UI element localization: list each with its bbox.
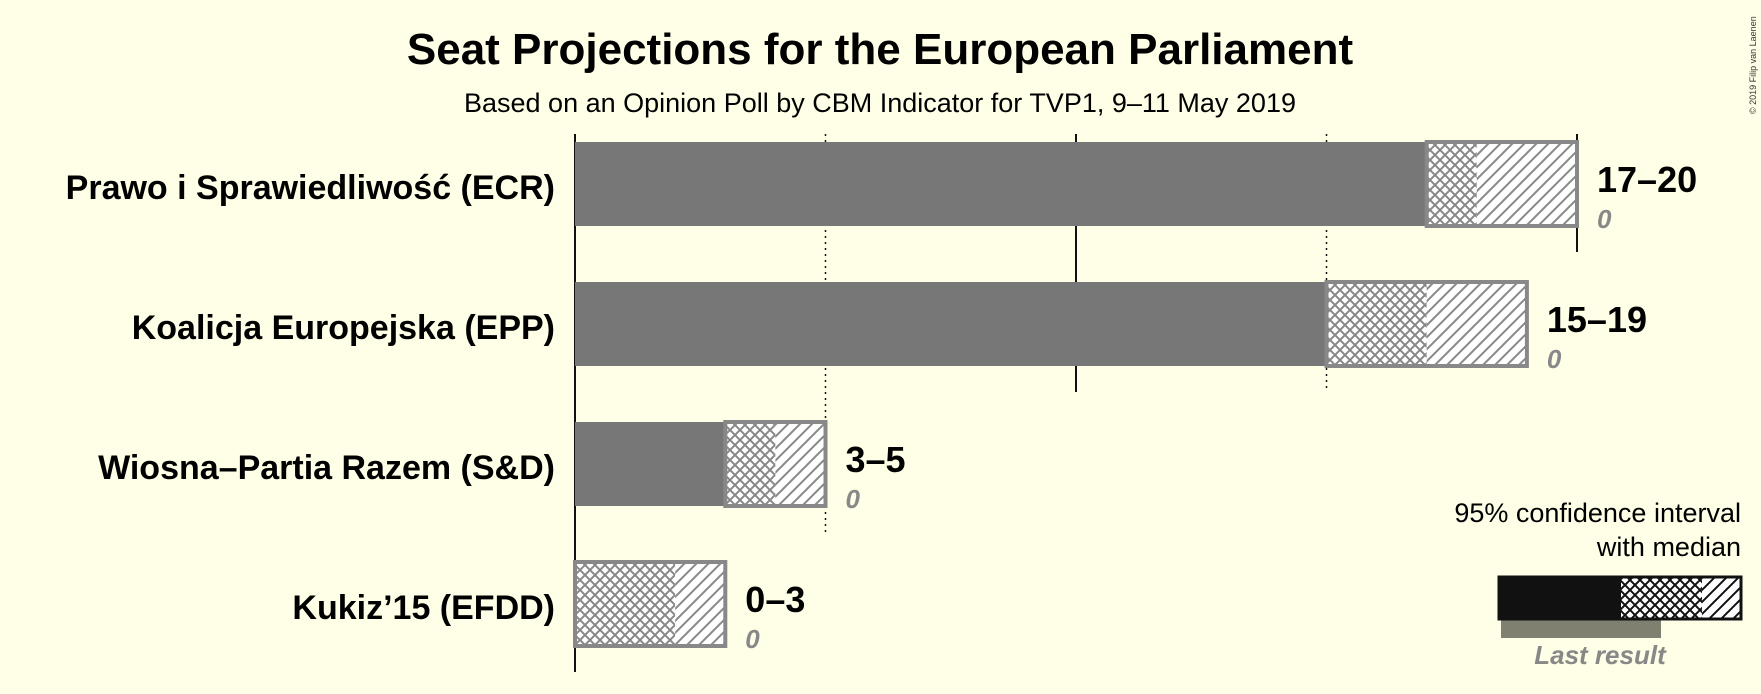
bar-ci-upper-3 <box>675 562 726 646</box>
last-result-label-0: 0 <box>1597 204 1612 234</box>
last-result-label-3: 0 <box>745 624 760 654</box>
legend-last-result-bar <box>1501 618 1661 638</box>
legend: 95% confidence interval with median Last… <box>1454 498 1743 670</box>
bar-ci-lower-2 <box>725 422 776 506</box>
bar-ci-upper-0 <box>1476 142 1577 226</box>
legend-diagonal-bar <box>1702 577 1741 619</box>
range-label-2: 3–5 <box>846 439 906 480</box>
party-label-3: Kukiz’15 (EFDD) <box>292 589 555 627</box>
last-result-label-1: 0 <box>1547 344 1562 374</box>
party-label-0: Prawo i Sprawiedliwość (ECR) <box>66 169 555 207</box>
range-label-0: 17–20 <box>1597 159 1697 200</box>
legend-last-label: Last result <box>1534 640 1667 670</box>
bar-ci-outline-3 <box>573 560 728 648</box>
chart-title: Seat Projections for the European Parlia… <box>407 25 1354 74</box>
bar-ci-lower-0 <box>1426 142 1477 226</box>
bar-ci-outline-2 <box>723 420 828 508</box>
copyright-note: © 2019 Filip van Laenen <box>1748 16 1758 114</box>
chart-subtitle: Based on an Opinion Poll by CBM Indicato… <box>464 88 1296 118</box>
legend-bar-outline <box>1497 575 1743 621</box>
bar-ci-outline-0 <box>1424 140 1579 228</box>
last-result-label-2: 0 <box>846 484 861 514</box>
legend-crosshatch-bar <box>1621 577 1702 619</box>
bar-ci-outline-1 <box>1324 280 1529 368</box>
range-label-3: 0–3 <box>745 579 805 620</box>
labels-group: Prawo i Sprawiedliwość (ECR) 17–20 0 Koalic… <box>66 159 1697 654</box>
bar-ci-upper-2 <box>775 422 826 506</box>
legend-ci-label-line2: with median <box>1596 532 1741 562</box>
bar-solid-0 <box>575 142 1427 226</box>
bar-ci-lower-1 <box>1326 282 1427 366</box>
bar-solid-1 <box>575 282 1327 366</box>
legend-ci-label-line1: 95% confidence interval <box>1454 498 1741 528</box>
range-label-1: 15–19 <box>1547 299 1647 340</box>
party-label-2: Wiosna–Partia Razem (S&D) <box>98 449 555 487</box>
bar-solid-2 <box>575 422 726 506</box>
bars-group <box>573 140 1579 648</box>
bar-ci-lower-3 <box>575 562 676 646</box>
legend-solid-bar <box>1499 577 1621 619</box>
bar-ci-upper-1 <box>1426 282 1527 366</box>
party-label-1: Koalicja Europejska (EPP) <box>132 309 555 347</box>
